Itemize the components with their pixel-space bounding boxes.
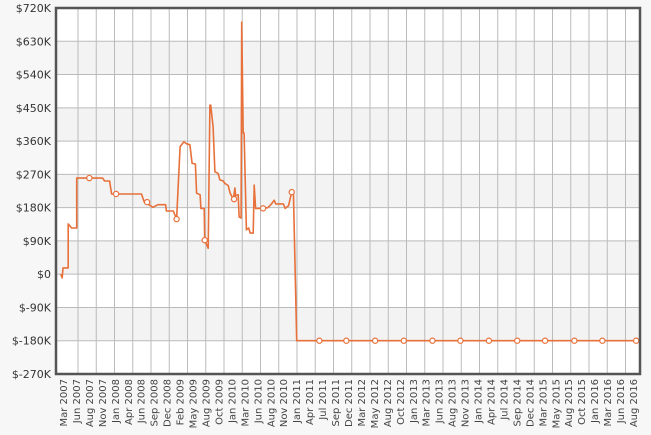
x-tick-label: May 2012 xyxy=(370,379,381,428)
data-point-marker xyxy=(288,188,295,196)
x-tick-label: Jan 2016 xyxy=(590,379,601,424)
x-tick-label: Jun 2007 xyxy=(72,379,83,424)
y-tick-label: $270K xyxy=(16,168,52,181)
data-point-marker xyxy=(259,205,267,212)
x-tick-label: Nov 2013 xyxy=(461,379,472,427)
x-tick-label: Mar 2013 xyxy=(422,379,433,427)
y-tick-label: $-90K xyxy=(19,301,52,314)
x-tick-label: Aug 2013 xyxy=(448,379,459,427)
x-tick-label: Oct 2012 xyxy=(396,379,407,425)
x-tick-label: Jul 2014 xyxy=(499,379,510,421)
x-tick-label: Aug 2016 xyxy=(629,379,640,427)
data-point-marker xyxy=(173,215,180,223)
x-tick-label: Nov 2007 xyxy=(98,379,109,427)
x-tick-label: Nov 2010 xyxy=(279,379,290,427)
data-point-marker xyxy=(429,337,436,344)
x-tick-label: Apr 2011 xyxy=(305,379,316,425)
x-tick-label: Jun 2010 xyxy=(253,379,264,424)
x-tick-label: Aug 2012 xyxy=(383,379,394,427)
y-tick-label: $-270K xyxy=(12,368,52,381)
x-tick-label: Dec 2008 xyxy=(163,379,174,427)
plot-band xyxy=(56,307,640,341)
x-tick-label: Dec 2014 xyxy=(525,379,536,427)
y-tick-label: $-180K xyxy=(12,335,52,348)
plot-band xyxy=(56,240,640,275)
x-axis: Mar 2007 Jun 2007 Aug 2007 Nov 2007 Jan 2008… xyxy=(59,379,640,428)
data-point-marker xyxy=(514,337,521,344)
x-tick-label: Jun 2016 xyxy=(616,379,627,424)
plot-border xyxy=(54,6,642,376)
data-point-marker xyxy=(485,337,493,344)
plot-band xyxy=(56,174,640,208)
y-axis: $720K $630K $540K $450K $360K $270K $180K $90K $… xyxy=(12,2,52,381)
x-tick-label: Jul 2011 xyxy=(318,379,329,421)
data-point-marker xyxy=(457,337,464,344)
x-tick-label: Aug 2010 xyxy=(266,379,277,427)
x-tick-label: Feb 2009 xyxy=(176,379,187,425)
x-tick-label: Jun 2008 xyxy=(137,379,148,424)
x-tick-label: Apr 2014 xyxy=(487,379,498,425)
y-tick-label: $450K xyxy=(16,102,52,115)
x-tick-label: Apr 2008 xyxy=(124,379,135,425)
x-tick-label: May 2015 xyxy=(551,379,562,428)
x-tick-label: Mar 2007 xyxy=(59,379,70,427)
x-tick-label: Jan 2014 xyxy=(474,379,485,424)
y-tick-label: $630K xyxy=(16,35,52,48)
data-point-marker xyxy=(86,174,93,182)
y-tick-label: $180K xyxy=(16,202,52,215)
x-tick-label: Aug 2009 xyxy=(202,379,213,427)
y-tick-label: $360K xyxy=(16,135,52,148)
y-tick-label: $0 xyxy=(37,268,51,281)
x-tick-label: Oct 2009 xyxy=(214,379,225,425)
x-tick-label: May 2009 xyxy=(189,379,200,428)
x-tick-label: Jan 2008 xyxy=(111,379,122,424)
data-point-marker xyxy=(541,337,549,344)
plot-band xyxy=(56,41,640,75)
x-tick-label: Mar 2015 xyxy=(538,379,549,427)
data-point-marker xyxy=(230,195,238,203)
data-point-marker xyxy=(112,190,120,198)
x-tick-label: Sep 2008 xyxy=(150,379,161,426)
y-tick-label: $720K xyxy=(16,2,52,15)
series-line xyxy=(59,21,637,342)
y-tick-label: $540K xyxy=(16,69,52,82)
x-tick-label: Dec 2011 xyxy=(344,379,355,427)
x-tick-label: Jan 2011 xyxy=(292,379,303,424)
x-tick-label: Aug 2015 xyxy=(564,379,575,427)
data-point-marker xyxy=(632,337,640,344)
data-point-marker xyxy=(571,337,578,344)
data-point-marker xyxy=(201,236,208,244)
x-tick-label: Jan 2013 xyxy=(409,379,420,424)
x-tick-label: Sep 2011 xyxy=(331,379,342,426)
x-tick-label: Jun 2013 xyxy=(435,379,446,424)
x-tick-label: Jan 2010 xyxy=(227,379,238,424)
data-point-marker xyxy=(316,337,323,344)
x-tick-label: Oct 2015 xyxy=(577,379,588,425)
x-tick-label: Mar 2016 xyxy=(603,379,614,427)
x-tick-label: Aug 2007 xyxy=(85,379,96,427)
plot-band xyxy=(56,107,640,142)
data-point-marker xyxy=(343,337,350,344)
data-point-marker xyxy=(599,337,606,344)
plot-bands xyxy=(56,8,640,374)
data-point-marker xyxy=(400,337,408,344)
x-tick-label: Mar 2012 xyxy=(357,379,368,427)
data-point-marker xyxy=(371,337,379,344)
x-tick-label: Sep 2014 xyxy=(512,379,523,426)
data-point-marker xyxy=(143,198,151,206)
x-tick-label: Mar 2010 xyxy=(240,379,251,427)
y-tick-label: $90K xyxy=(23,235,52,248)
series-group xyxy=(59,21,640,344)
